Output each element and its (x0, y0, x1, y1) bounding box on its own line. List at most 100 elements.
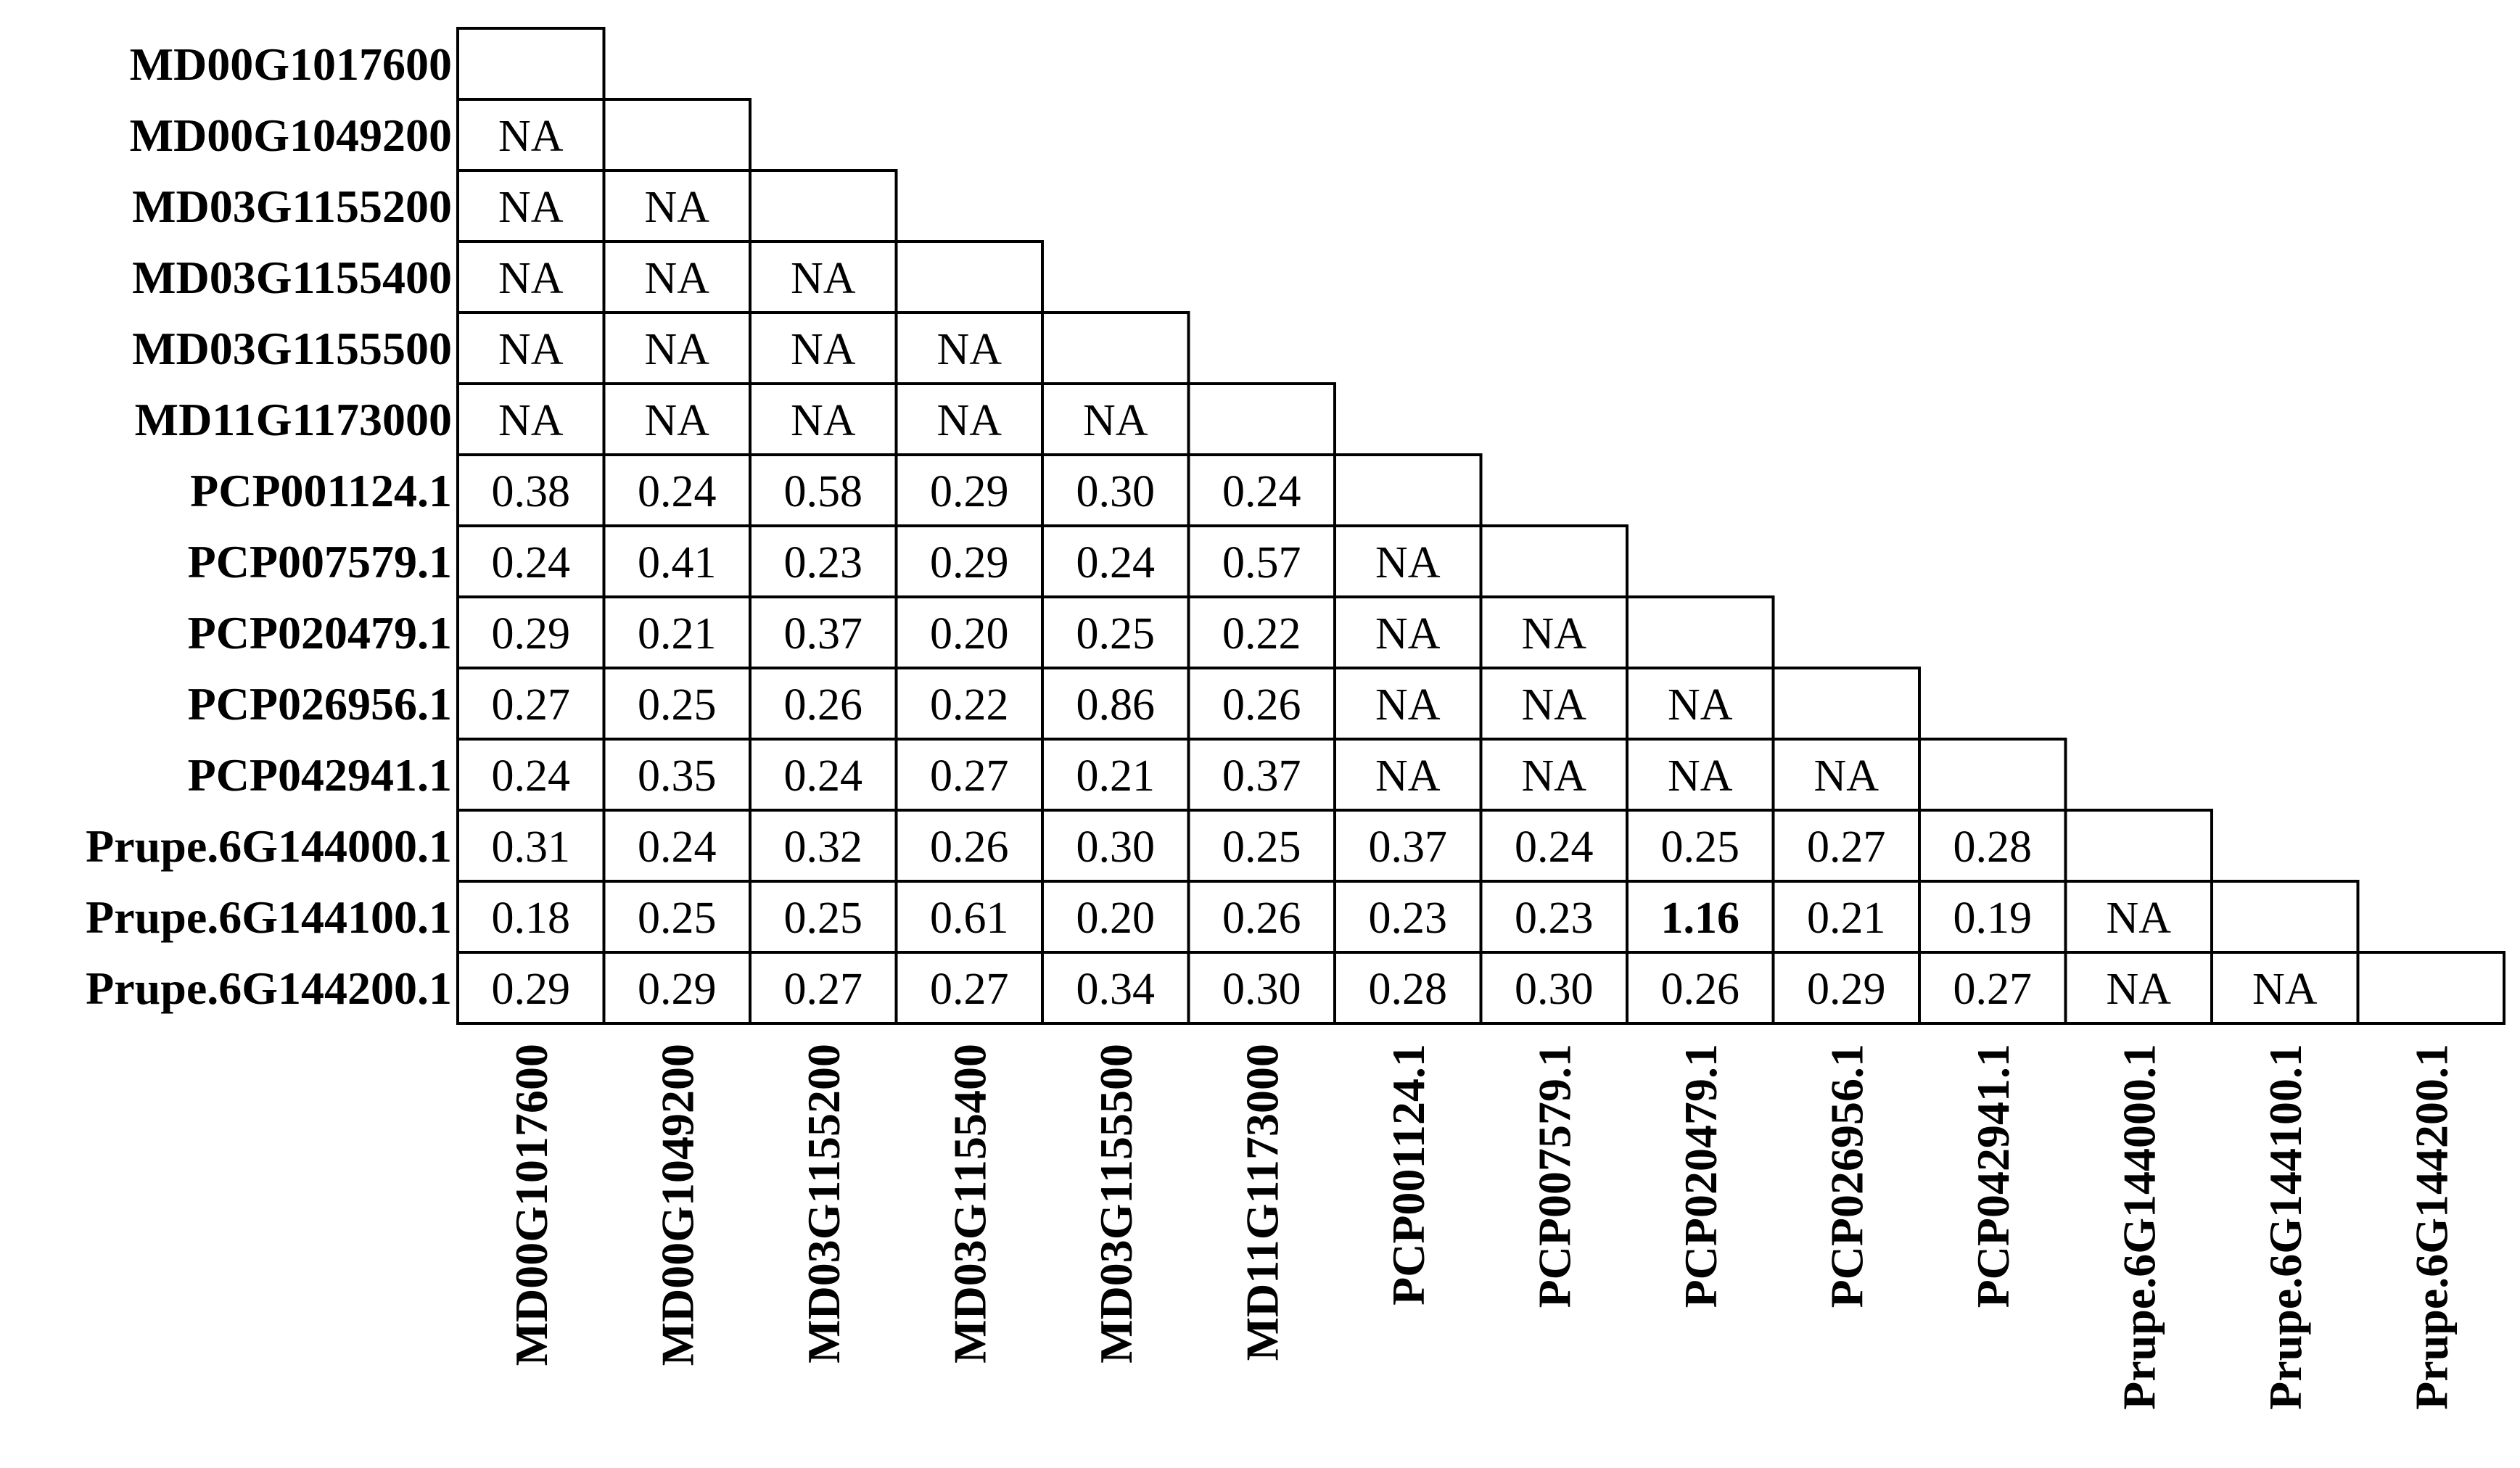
row-label: MD00G1049200 (130, 110, 452, 161)
cell-value: 0.23 (1369, 894, 1448, 943)
cell-value: 0.58 (784, 467, 863, 516)
cell-value: NA (1521, 680, 1586, 730)
cell-value: 0.27 (1807, 822, 1886, 872)
cell-value: NA (1375, 609, 1441, 659)
cell-value: NA (644, 396, 709, 445)
row-label: MD03G1155200 (132, 181, 452, 232)
cell-value: 0.30 (1222, 965, 1301, 1014)
row-labels: MD00G1017600 MD00G1049200 MD03G1155200 MD03… (86, 38, 452, 1014)
cell-value: NA (791, 254, 856, 303)
cell-value: 0.25 (784, 894, 863, 943)
cell-value: NA (791, 325, 856, 374)
diagonal-cell (1626, 595, 1775, 669)
cell-value: 0.26 (1222, 894, 1301, 943)
cell-value: NA (1668, 680, 1733, 730)
cell-value: 0.25 (1661, 822, 1740, 872)
cell-value: NA (1375, 538, 1441, 587)
column-label: Prupe.6G144200.1 (2405, 1044, 2457, 1410)
row-label: MD03G1155400 (132, 252, 452, 303)
cell-value: 0.21 (638, 609, 717, 659)
cell-value: NA (498, 183, 564, 232)
diagonal-cell (1041, 311, 1190, 385)
column-label: MD03G1155200 (798, 1044, 849, 1364)
matrix-cells: NA NA NA NA NA NA NA NA NA NA NA NA NA NA NA 0.38 0.24 0.… (456, 27, 2505, 1025)
diagonal-cell (2356, 951, 2505, 1025)
row-label: PCP042941.1 (188, 749, 452, 801)
cell-value: 0.23 (784, 538, 863, 587)
cell-value: NA (644, 183, 709, 232)
column-label: Prupe.6G144100.1 (2260, 1044, 2311, 1410)
cell-value: 0.20 (1076, 894, 1156, 943)
cell-value: NA (936, 396, 1002, 445)
cell-value: 0.26 (784, 680, 863, 730)
cell-value: 0.29 (930, 538, 1009, 587)
cell-value: 0.30 (1076, 822, 1156, 872)
cell-value: 0.28 (1953, 822, 2033, 872)
cell-value: 0.24 (1222, 467, 1301, 516)
cell-value: NA (644, 325, 709, 374)
cell-value: 0.24 (1515, 822, 1594, 872)
cell-value: 0.37 (784, 609, 863, 659)
column-label: MD03G1155400 (944, 1044, 995, 1364)
cell-value: 0.27 (930, 751, 1009, 801)
column-label: PCP042941.1 (1967, 1044, 2019, 1308)
diagonal-cell (456, 27, 606, 101)
cell-value: 0.26 (930, 822, 1009, 872)
cell-value: 0.29 (930, 467, 1009, 516)
row-label: Prupe.6G144100.1 (86, 891, 452, 943)
diagonal-cell (1187, 382, 1336, 456)
cell-value: 0.27 (930, 965, 1009, 1014)
diagonal-cell (602, 98, 752, 172)
column-label: MD00G1017600 (506, 1044, 557, 1366)
column-label: PCP007579.1 (1528, 1044, 1580, 1308)
cell-value: NA (2106, 894, 2171, 943)
column-label: MD11G1173000 (1236, 1044, 1288, 1361)
cell-value: 1.16 (1661, 894, 1740, 943)
cell-value: 0.38 (492, 467, 571, 516)
cell-value: 0.30 (1076, 467, 1156, 516)
column-label: PCP026956.1 (1821, 1044, 1872, 1308)
diagonal-cell (2210, 880, 2360, 954)
column-labels: MD00G1017600 MD00G1049200 MD03G1155200 MD03… (506, 1044, 2458, 1410)
cell-value: NA (2252, 965, 2318, 1014)
cell-value: 0.20 (930, 609, 1009, 659)
cell-value: NA (1813, 751, 1879, 801)
cell-value: 0.25 (1222, 822, 1301, 872)
cell-value: 0.27 (784, 965, 863, 1014)
cell-value: NA (2106, 965, 2171, 1014)
cell-value: 0.37 (1222, 751, 1301, 801)
diagonal-cell (894, 240, 1044, 314)
cell-value: 0.24 (638, 822, 717, 872)
cell-value: 0.22 (930, 680, 1009, 730)
cell-value: 0.27 (1953, 965, 2033, 1014)
cell-value: 0.19 (1953, 894, 2033, 943)
cell-value: 0.24 (638, 467, 717, 516)
diagonal-cell (1333, 453, 1483, 527)
cell-value: NA (1375, 751, 1441, 801)
cell-value: 0.31 (492, 822, 571, 872)
cell-value: NA (644, 254, 709, 303)
cell-value: 0.18 (492, 894, 571, 943)
row-label: PCP020479.1 (188, 607, 452, 659)
cell-value: NA (791, 396, 856, 445)
row-label: Prupe.6G144200.1 (86, 962, 452, 1014)
cell-value: 0.24 (492, 538, 571, 587)
column-label: PCP020479.1 (1675, 1044, 1726, 1308)
diagonal-cell (1918, 738, 2067, 812)
column-label: Prupe.6G144000.1 (2113, 1044, 2165, 1410)
cell-value: NA (1521, 609, 1586, 659)
row-label: MD03G1155500 (132, 323, 452, 374)
row-label: MD11G1173000 (135, 394, 452, 445)
column-label: PCP001124.1 (1383, 1044, 1434, 1306)
cell-value: 0.86 (1076, 680, 1156, 730)
cell-value: 0.25 (638, 680, 717, 730)
cell-value: 0.29 (1807, 965, 1886, 1014)
cell-value: 0.22 (1222, 609, 1301, 659)
cell-value: NA (1521, 751, 1586, 801)
cell-value: NA (498, 396, 564, 445)
cell-value: 0.21 (1076, 751, 1156, 801)
cell-value: NA (498, 325, 564, 374)
cell-value: 0.21 (1807, 894, 1886, 943)
cell-value: 0.32 (784, 822, 863, 872)
